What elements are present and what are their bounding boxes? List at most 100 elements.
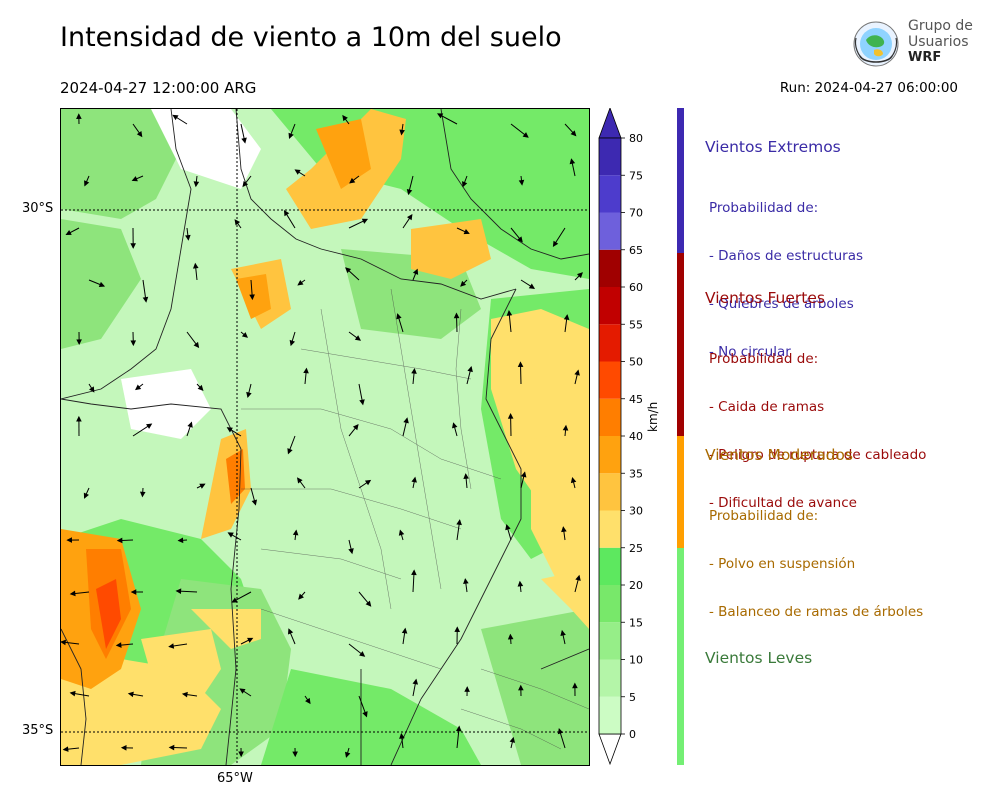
wind-arrow-head [570,476,577,484]
wind-arrow-head [572,682,578,689]
wind-arrow-head [247,637,254,643]
wind-arrow-head [560,629,566,637]
category-title: Vientos Fuertes [705,289,825,307]
wind-arrow-head [574,369,580,376]
wind-arrow-head [239,688,246,694]
category-line: - Peligro de ruptura de cableado [709,447,927,463]
category-bar-moderados [677,436,684,548]
wind-arrow-head [294,169,301,175]
wind-arrow-head [359,399,365,406]
lon-label-65: 65°W [217,771,253,786]
wind-arrow-head [342,114,348,122]
wind-arrow-head [362,711,368,718]
wind-arrow-head [354,335,362,341]
wind-arrow-head [456,519,462,526]
wind-arrow-head [348,548,354,555]
colorbar-band [599,287,621,325]
wind-arrow-head [365,600,372,607]
category-desc: Probabilidad de: - Polvo en suspensión -… [705,476,985,652]
wind-arrow-head [226,427,233,433]
wind-arrow-head [569,158,576,165]
lat-label-35: 35°S [22,723,54,738]
category-title: Vientos Leves [705,649,813,667]
wind-arrow-head [234,219,241,226]
wind-arrow-head [120,745,127,751]
colorbar-tick-label: 55 [629,318,643,331]
wind-arrow-head [352,424,359,431]
wind-arrow-head [453,312,460,319]
wind-arrow-head [76,415,82,422]
colorbar-band [599,398,621,436]
borders [61,109,589,765]
colorbar-tick-label: 25 [629,542,643,555]
wind-arrow-head [467,365,473,373]
wind-arrow-head [181,691,188,698]
wind-arrow-head [303,367,309,374]
colorbar-tick-label: 5 [629,691,636,704]
category-fuertes: Vientos Fuertes Probabilidad de: - Caida… [705,289,985,543]
colorbar-tick-label: 80 [629,132,643,145]
wind-arrow-head [76,113,82,119]
wind-arrow-head [522,132,529,138]
wind-arrow-head [177,537,184,544]
colorbar-band [599,175,621,213]
wind-arrow-head [98,281,106,288]
wind-arrow-head [292,529,299,536]
wind-arrow-head [399,129,405,136]
wind-arrow-head [69,590,76,597]
wind-arrow-head [130,243,136,249]
wind-arrow-head [241,332,248,338]
wind-arrow-head [344,751,351,758]
wind-arrow-head [246,391,252,398]
wind-arrow-head [399,732,405,739]
wind-arrow-head [283,209,290,217]
wind-arrow-head [463,473,469,479]
page-title: Intensidad de viento a 10m del suelo [60,22,562,53]
wind-arrow-head [84,180,90,187]
category-bar-extremos [677,108,684,253]
colorbar-band [599,696,621,734]
wind-arrow-head [460,280,467,287]
wind-arrow-head [396,313,402,320]
wind-arrow-head [520,471,527,478]
wind-arrow-head [406,214,413,221]
wind-arrow-head [298,593,304,600]
wind-arrow-head [349,177,356,184]
wind-arrow-head [175,588,182,594]
wind-arrow-head [292,751,298,758]
colorbar-svg: 0 5 10 15 20 25 30 35 40 45 50 55 60 65 70 75 80 [598,106,643,766]
colorbar-band [599,361,621,399]
wind-arrow-head [296,477,303,484]
colorbar-band [599,249,621,287]
wind-arrow-head [506,309,513,316]
wind-arrow-head [192,262,199,269]
wind-arrow-head [561,526,567,533]
wind-arrow-head [464,686,470,692]
wind-arrow-head [89,386,95,393]
wind-arrow-head [69,690,76,697]
category-line: - Caida de ramas [709,399,825,415]
wind-arrow-head [463,228,470,235]
wind-arrow-head [288,628,294,635]
wind-arrow-head [116,537,123,544]
wind-arrow-head [345,267,352,274]
colorbar-tick-label: 15 [629,616,643,629]
wind-arrow-head [576,272,583,279]
wind-field-svg [61,109,589,765]
colorbar-tick-label: 35 [629,467,643,480]
wind-arrow-head [505,524,511,531]
wind-arrow-head [552,240,559,247]
colorbar-tick-label: 70 [629,207,643,220]
wind-arrow-head [127,691,134,698]
wind-arrow-head [193,341,200,349]
wind-arrow-head [518,179,525,186]
wind-arrow-head [61,639,67,646]
lat-label-30: 30°S [22,201,54,216]
colorbar-extend-max [598,106,622,139]
category-line: Probabilidad de: [709,351,819,367]
wind-arrow-head [238,751,244,758]
wind-arrow-head [507,633,514,640]
colorbar-band [599,436,621,474]
wind-arrow-head [62,746,69,752]
category-moderados: Vientos Moderados Probabilidad de: - Pol… [705,446,985,652]
